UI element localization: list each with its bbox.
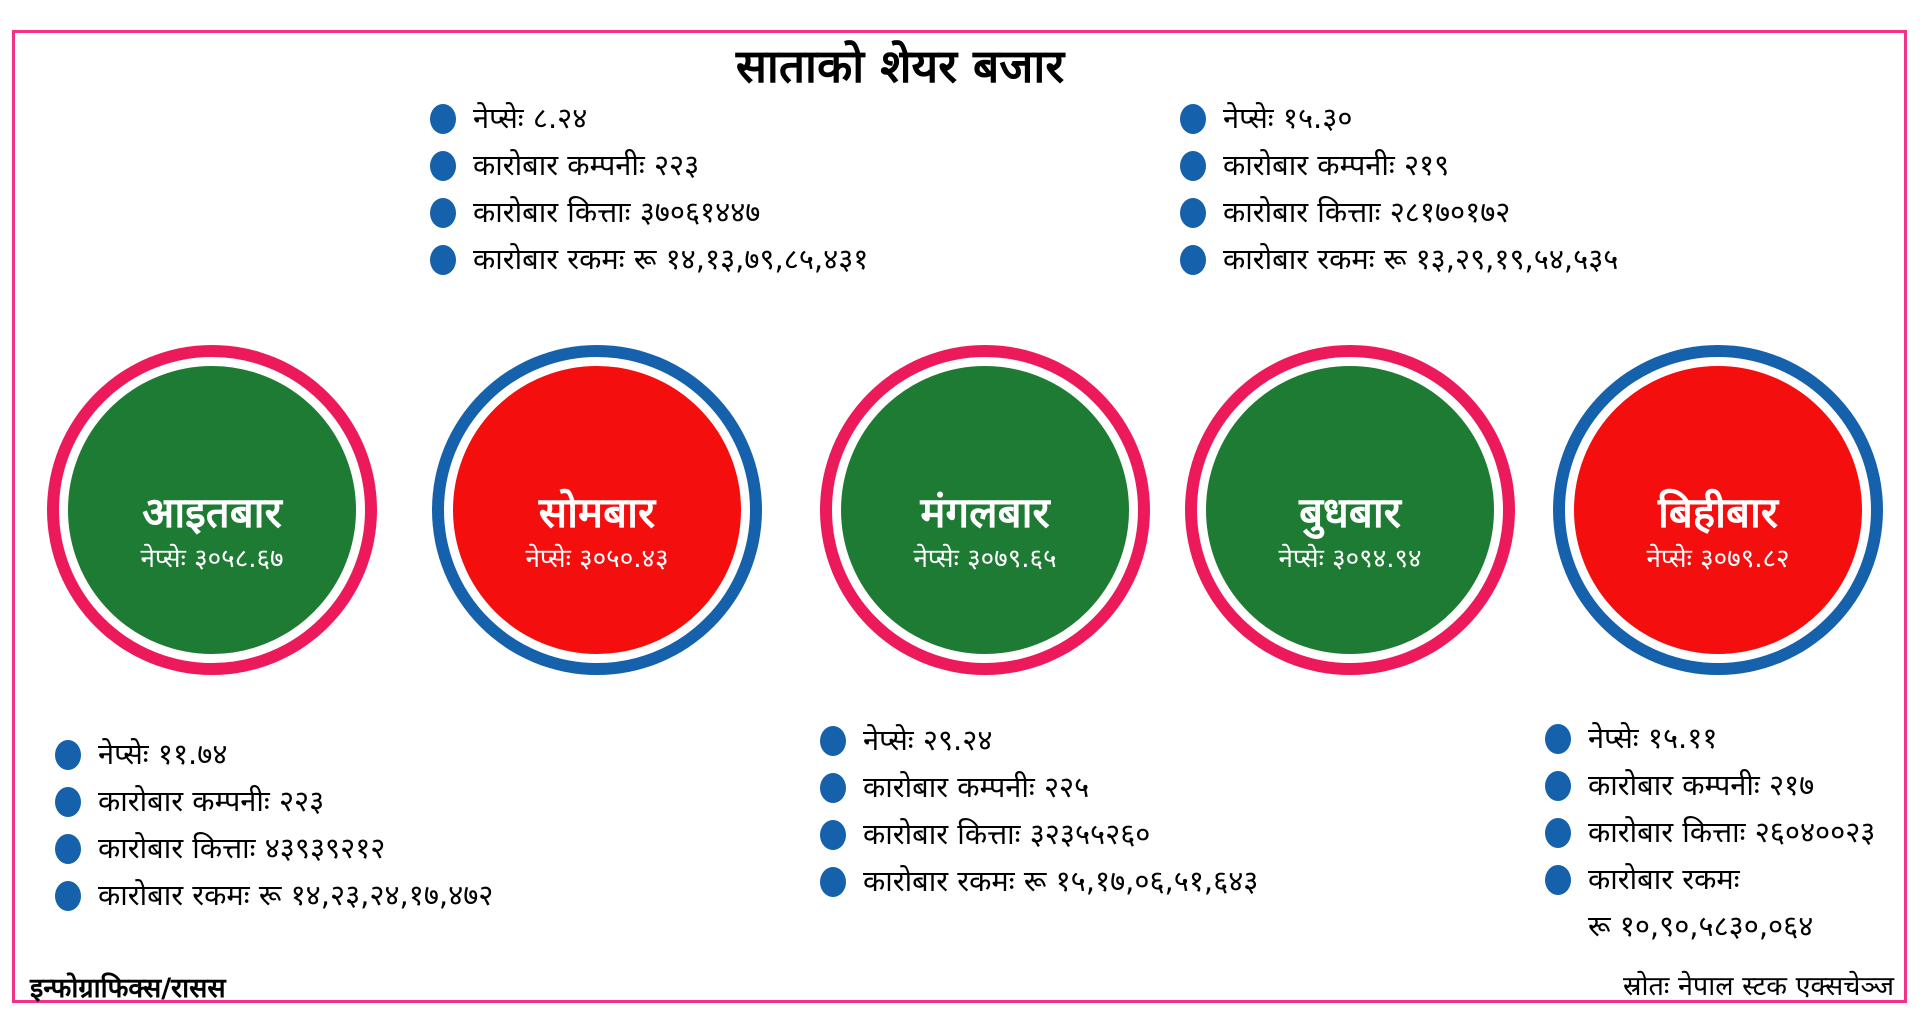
list-item: कारोबार कम्पनीः २१९ bbox=[1180, 147, 1618, 183]
list-item-text: नेप्सेः १५.३० bbox=[1223, 101, 1353, 135]
page-title: साताको शेयर बजार bbox=[735, 39, 1065, 93]
nepse-value: नेप्सेः ३०७९.८२ bbox=[1646, 544, 1790, 574]
bullet-icon bbox=[430, 104, 456, 134]
day-label: बिहीबार bbox=[1657, 488, 1779, 537]
day-circle-fill: आइतबार नेप्सेः ३०५८.६७ bbox=[59, 357, 365, 663]
list-item-text: कारोबार कित्ताः ३७०६१४४७ bbox=[473, 195, 761, 229]
day-label: सोमबार bbox=[538, 488, 656, 537]
day-circle-fill: बुधबार नेप्सेः ३०९४.९४ bbox=[1197, 357, 1503, 663]
bullet-icon bbox=[55, 740, 81, 770]
bullet-icon bbox=[1545, 865, 1571, 895]
bullet-icon bbox=[820, 820, 846, 850]
list-item: कारोबार कम्पनीः २२३ bbox=[430, 147, 868, 183]
source-credit: स्रोतः नेपाल स्टक एक्सचेञ्ज bbox=[1623, 971, 1894, 1002]
list-item-text: नेप्सेः ८.२४ bbox=[473, 101, 588, 135]
list-item: कारोबार कम्पनीः २२५ bbox=[820, 769, 1258, 805]
list-item: कारोबार कित्ताः २६०४००२३ bbox=[1545, 814, 1875, 850]
list-item: कारोबार कम्पनीः २२३ bbox=[55, 783, 493, 819]
list-item: कारोबार कित्ताः ३७०६१४४७ bbox=[430, 194, 868, 230]
border-frame bbox=[12, 30, 1907, 1003]
stats-list-monday: नेप्सेः ८.२४ कारोबार कम्पनीः २२३ कारोबार… bbox=[430, 100, 868, 288]
list-item: नेप्सेः २९.२४ bbox=[820, 722, 1258, 758]
list-item: कारोबार रकमः रू १५,१७,०६,५१,६४३ bbox=[820, 863, 1258, 899]
bullet-icon bbox=[55, 881, 81, 911]
list-item-text: रू १०,९०,५८३०,०६४ bbox=[1588, 909, 1814, 943]
day-label: बुधबार bbox=[1299, 488, 1401, 537]
list-item: नेप्सेः ११.७४ bbox=[55, 736, 493, 772]
list-item-text: कारोबार कित्ताः २६०४००२३ bbox=[1588, 815, 1876, 849]
bullet-icon bbox=[820, 773, 846, 803]
list-item: कारोबार कम्पनीः २१७ bbox=[1545, 767, 1875, 803]
nepse-value: नेप्सेः ३०७९.६५ bbox=[913, 544, 1057, 574]
day-label: मंगलबार bbox=[920, 488, 1050, 537]
list-item-text: कारोबार रकमः रू १४,२३,२४,१७,४७२ bbox=[98, 878, 494, 912]
bullet-icon bbox=[430, 151, 456, 181]
nepse-value: नेप्सेः ३०९४.९४ bbox=[1278, 544, 1422, 574]
bullet-icon bbox=[1180, 151, 1206, 181]
bullet-icon bbox=[1180, 104, 1206, 134]
list-item: कारोबार कित्ताः २८१७०१७२ bbox=[1180, 194, 1618, 230]
list-item-text: कारोबार कम्पनीः २१९ bbox=[1223, 148, 1450, 182]
bullet-icon bbox=[1545, 818, 1571, 848]
credit-infographics: इन्फोग्राफिक्स/रासस bbox=[30, 973, 226, 1004]
stats-list-wednesday: नेप्सेः १५.३० कारोबार कम्पनीः २१९ कारोबा… bbox=[1180, 100, 1618, 288]
bullet-icon bbox=[430, 245, 456, 275]
day-circle-thursday: बिहीबार नेप्सेः ३०७९.८२ bbox=[1553, 345, 1883, 675]
nepse-value: नेप्सेः ३०५८.६७ bbox=[140, 544, 284, 574]
list-item-text: कारोबार कित्ताः ३२३५५२६० bbox=[863, 817, 1151, 851]
stats-list-tuesday: नेप्सेः २९.२४ कारोबार कम्पनीः २२५ कारोबा… bbox=[820, 722, 1258, 910]
list-item-text: कारोबार रकमः रू १४,१३,७९,८५,४३१ bbox=[473, 242, 869, 276]
list-item-text: कारोबार कम्पनीः २२३ bbox=[473, 148, 700, 182]
list-item: कारोबार कित्ताः ४३९३९२१२ bbox=[55, 830, 493, 866]
list-item: नेप्सेः १५.११ bbox=[1545, 720, 1875, 756]
list-item-continuation: रू १०,९०,५८३०,०६४ bbox=[1545, 908, 1875, 944]
list-item: कारोबार रकमः रू १३,२९,१९,५४,५३५ bbox=[1180, 241, 1618, 277]
list-item-text: कारोबार कित्ताः ४३९३९२१२ bbox=[98, 831, 386, 865]
list-item-text: कारोबार कित्ताः २८१७०१७२ bbox=[1223, 195, 1511, 229]
bullet-icon bbox=[1545, 771, 1571, 801]
bullet-icon bbox=[55, 787, 81, 817]
bullet-icon bbox=[1545, 724, 1571, 754]
bullet-icon bbox=[1180, 198, 1206, 228]
list-item-text: कारोबार कम्पनीः २२३ bbox=[98, 784, 325, 818]
list-item-text: कारोबार रकमः रू १३,२९,१९,५४,५३५ bbox=[1223, 242, 1619, 276]
day-circle-fill: मंगलबार नेप्सेः ३०७९.६५ bbox=[832, 357, 1138, 663]
list-item-text: कारोबार रकमः रू १५,१७,०६,५१,६४३ bbox=[863, 864, 1259, 898]
list-item: कारोबार रकमः रू १४,२३,२४,१७,४७२ bbox=[55, 877, 493, 913]
list-item: कारोबार कित्ताः ३२३५५२६० bbox=[820, 816, 1258, 852]
bullet-icon bbox=[820, 726, 846, 756]
list-item: कारोबार रकमः रू १४,१३,७९,८५,४३१ bbox=[430, 241, 868, 277]
list-item-text: कारोबार कम्पनीः २१७ bbox=[1588, 768, 1815, 802]
bullet-icon bbox=[430, 198, 456, 228]
list-item-text: नेप्सेः १५.११ bbox=[1588, 721, 1718, 755]
day-circle-tuesday: मंगलबार नेप्सेः ३०७९.६५ bbox=[820, 345, 1150, 675]
day-label: आइतबार bbox=[142, 488, 282, 537]
list-item-text: नेप्सेः २९.२४ bbox=[863, 723, 993, 757]
list-item-text: नेप्सेः ११.७४ bbox=[98, 737, 228, 771]
day-circle-fill: सोमबार नेप्सेः ३०५०.४३ bbox=[444, 357, 750, 663]
day-circle-sunday: आइतबार नेप्सेः ३०५८.६७ bbox=[47, 345, 377, 675]
day-circle-monday: सोमबार नेप्सेः ३०५०.४३ bbox=[432, 345, 762, 675]
list-item: कारोबार रकमः bbox=[1545, 861, 1875, 897]
list-item-text: कारोबार कम्पनीः २२५ bbox=[863, 770, 1090, 804]
list-item-text: कारोबार रकमः bbox=[1588, 862, 1740, 896]
bullet-icon bbox=[1180, 245, 1206, 275]
list-item: नेप्सेः १५.३० bbox=[1180, 100, 1618, 136]
day-circle-wednesday: बुधबार नेप्सेः ३०९४.९४ bbox=[1185, 345, 1515, 675]
stats-list-sunday: नेप्सेः ११.७४ कारोबार कम्पनीः २२३ कारोबा… bbox=[55, 736, 493, 924]
bullet-icon bbox=[55, 834, 81, 864]
list-item: नेप्सेः ८.२४ bbox=[430, 100, 868, 136]
stats-list-thursday: नेप्सेः १५.११ कारोबार कम्पनीः २१७ कारोबा… bbox=[1545, 720, 1875, 955]
day-circle-fill: बिहीबार नेप्सेः ३०७९.८२ bbox=[1565, 357, 1871, 663]
nepse-value: नेप्सेः ३०५०.४३ bbox=[525, 544, 669, 574]
bullet-icon bbox=[820, 867, 846, 897]
